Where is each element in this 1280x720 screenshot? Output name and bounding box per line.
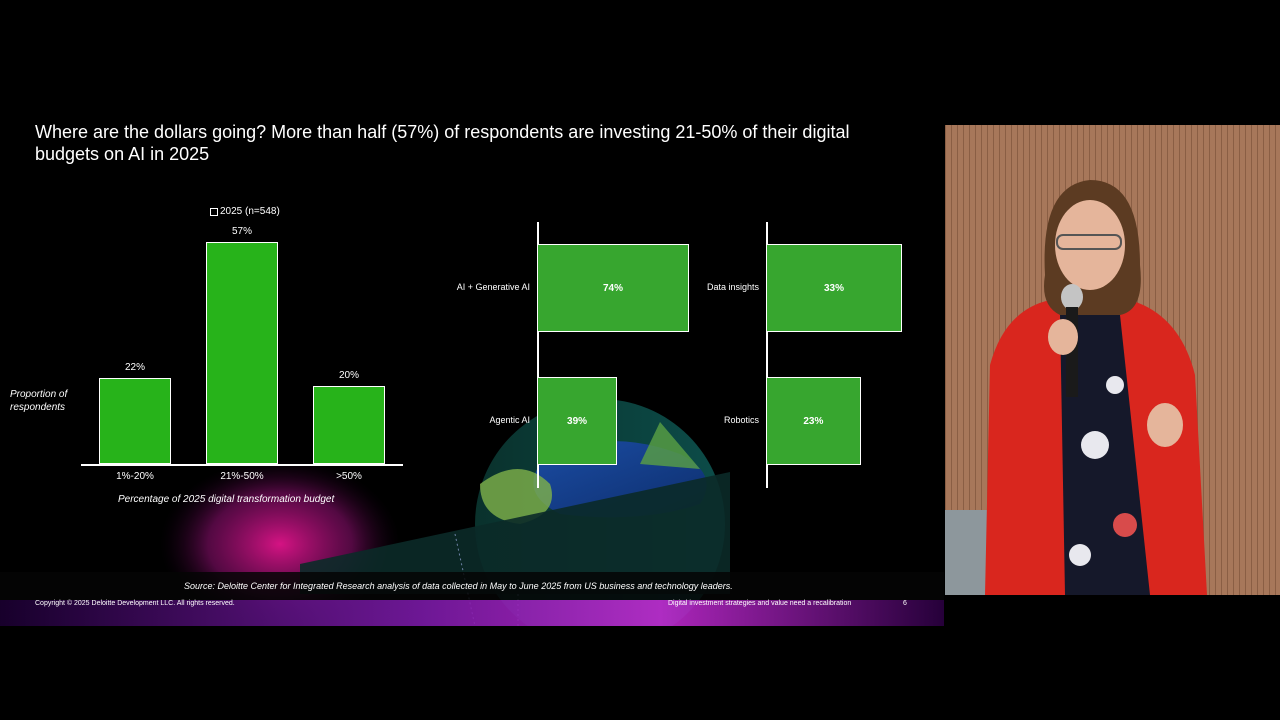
presenter-video xyxy=(945,125,1280,595)
copyright: Copyright © 2025 Deloitte Development LL… xyxy=(35,600,235,607)
hbar-category-label-1-0: AI + Generative AI xyxy=(456,282,530,292)
glasses xyxy=(1056,234,1122,250)
y-axis-label: Proportion of respondents xyxy=(10,388,90,414)
legend-label: 2025 (n=548) xyxy=(220,206,280,217)
bar-value-label-2: 20% xyxy=(338,370,359,382)
presentation-slide: Where are the dollars going? More than h… xyxy=(0,124,944,626)
face xyxy=(1055,200,1125,290)
hbar-2-1: 23% xyxy=(766,377,861,465)
hbar-category-label-2-1: Robotics xyxy=(723,415,759,425)
category-label-2: >50% xyxy=(336,471,362,482)
slide-background-art xyxy=(0,399,944,626)
other-hand xyxy=(1147,403,1183,447)
bar-value-label-1: 57% xyxy=(231,226,252,237)
category-label-1: 21%-50% xyxy=(220,471,264,482)
dotted-line-shape xyxy=(454,533,476,626)
diagonal-wedge-shape xyxy=(300,472,730,594)
hbar-2-0: 33% xyxy=(766,244,902,332)
hbar-category-label-1-1: Agentic AI xyxy=(489,415,530,425)
hand xyxy=(1048,319,1078,355)
bar-2 xyxy=(313,386,385,464)
legend-swatch xyxy=(210,207,218,216)
flower-3 xyxy=(1069,544,1091,566)
green-blob-shape xyxy=(480,469,552,524)
category-label-0: 1%-20% xyxy=(116,471,154,482)
hbar-1-0: 74% xyxy=(537,244,689,332)
footer-dark-strip xyxy=(0,572,944,600)
footer-band-shape xyxy=(0,600,944,626)
page-number: 6 xyxy=(903,600,907,607)
hbar-category-label-2-0: Data insights xyxy=(706,282,759,292)
y-axis-label-text: Proportion of respondents xyxy=(10,389,68,413)
hbar-1-1: 39% xyxy=(537,377,618,465)
x-axis-line xyxy=(81,464,403,466)
bar-1 xyxy=(206,242,278,464)
footer-title: Digital investment strategies and value … xyxy=(668,600,852,607)
microphone-head xyxy=(1061,284,1083,310)
y-axis-line-1 xyxy=(537,222,539,488)
flower-4 xyxy=(1106,376,1124,394)
x-axis-label: Percentage of 2025 digital transformatio… xyxy=(118,494,335,505)
source-note: Source: Deloitte Center for Integrated R… xyxy=(184,581,733,591)
green-triangle-shape xyxy=(640,422,700,469)
bar-value-label-0: 22% xyxy=(124,362,145,374)
bar-0 xyxy=(99,378,171,464)
flower-2 xyxy=(1113,513,1137,537)
flower-1 xyxy=(1081,431,1109,459)
presenter-illustration xyxy=(945,125,1280,595)
legend: 2025 (n=548) xyxy=(210,206,280,217)
slide-title: Where are the dollars going? More than h… xyxy=(35,124,850,164)
y-axis-line-2 xyxy=(766,222,768,488)
